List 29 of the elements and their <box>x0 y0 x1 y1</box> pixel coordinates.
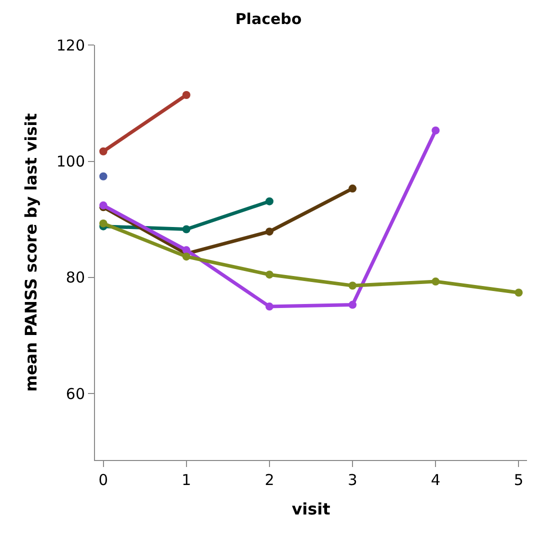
x-tick-label: 3 <box>348 471 358 489</box>
x-tick-label: 2 <box>264 471 274 489</box>
point <box>182 225 190 234</box>
point <box>432 126 440 134</box>
x-tick-label: 1 <box>182 471 192 489</box>
y-tick-label: 80 <box>66 268 85 287</box>
point <box>99 147 108 156</box>
point <box>348 282 357 290</box>
x-tick-label: 4 <box>430 471 440 489</box>
y-tick-label: 60 <box>66 384 85 403</box>
point <box>99 219 108 228</box>
point <box>99 172 108 180</box>
y-tick-label: 120 <box>56 36 85 54</box>
point <box>182 252 190 261</box>
point <box>348 300 357 309</box>
x-tick-label: 5 <box>514 471 524 489</box>
point <box>265 270 274 279</box>
point <box>514 288 523 297</box>
y-tick-label: 100 <box>56 152 85 170</box>
point <box>432 278 440 286</box>
point <box>182 90 190 99</box>
x-axis-title: visit <box>292 500 331 519</box>
point <box>348 184 357 193</box>
x-tick-label: 0 <box>98 471 108 489</box>
chart-title: Placebo <box>235 10 302 28</box>
point <box>265 197 274 206</box>
point <box>265 302 274 311</box>
point <box>265 228 274 236</box>
y-axis-title: mean PANSS score by last visit <box>21 112 40 392</box>
